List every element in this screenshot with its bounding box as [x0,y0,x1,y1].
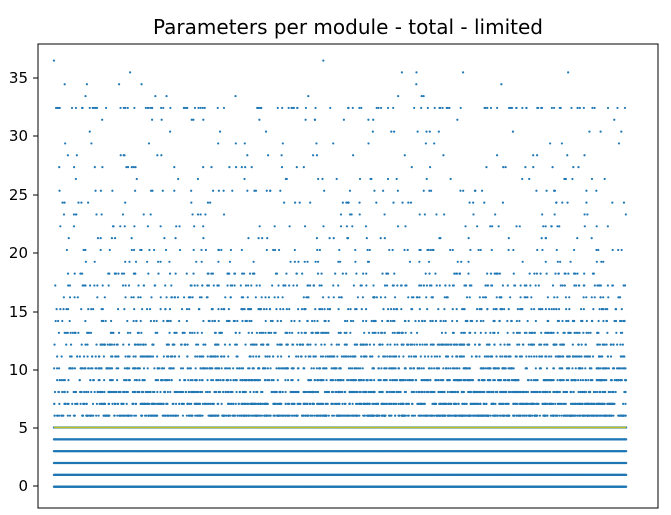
y-tick-labels: 0 5 10 15 20 25 30 35 [9,69,28,495]
plot-background [38,44,658,508]
y-tick-lines [33,77,38,487]
y-tick-label-10: 10 [9,361,28,379]
scatter-point [625,473,628,476]
y-tick-label-25: 25 [9,186,28,204]
y-tick-label-15: 15 [9,303,28,321]
y-tick-label-20: 20 [9,244,28,262]
y-tick-label-35: 35 [9,69,28,87]
y-tick-label-30: 30 [9,127,28,145]
scatter-point [625,461,628,465]
y-tick-label-0: 0 [18,477,28,495]
scatter-point [625,485,628,488]
y-tick-label-5: 5 [18,419,28,437]
chart-title: Parameters per module - total - limited [153,15,543,39]
